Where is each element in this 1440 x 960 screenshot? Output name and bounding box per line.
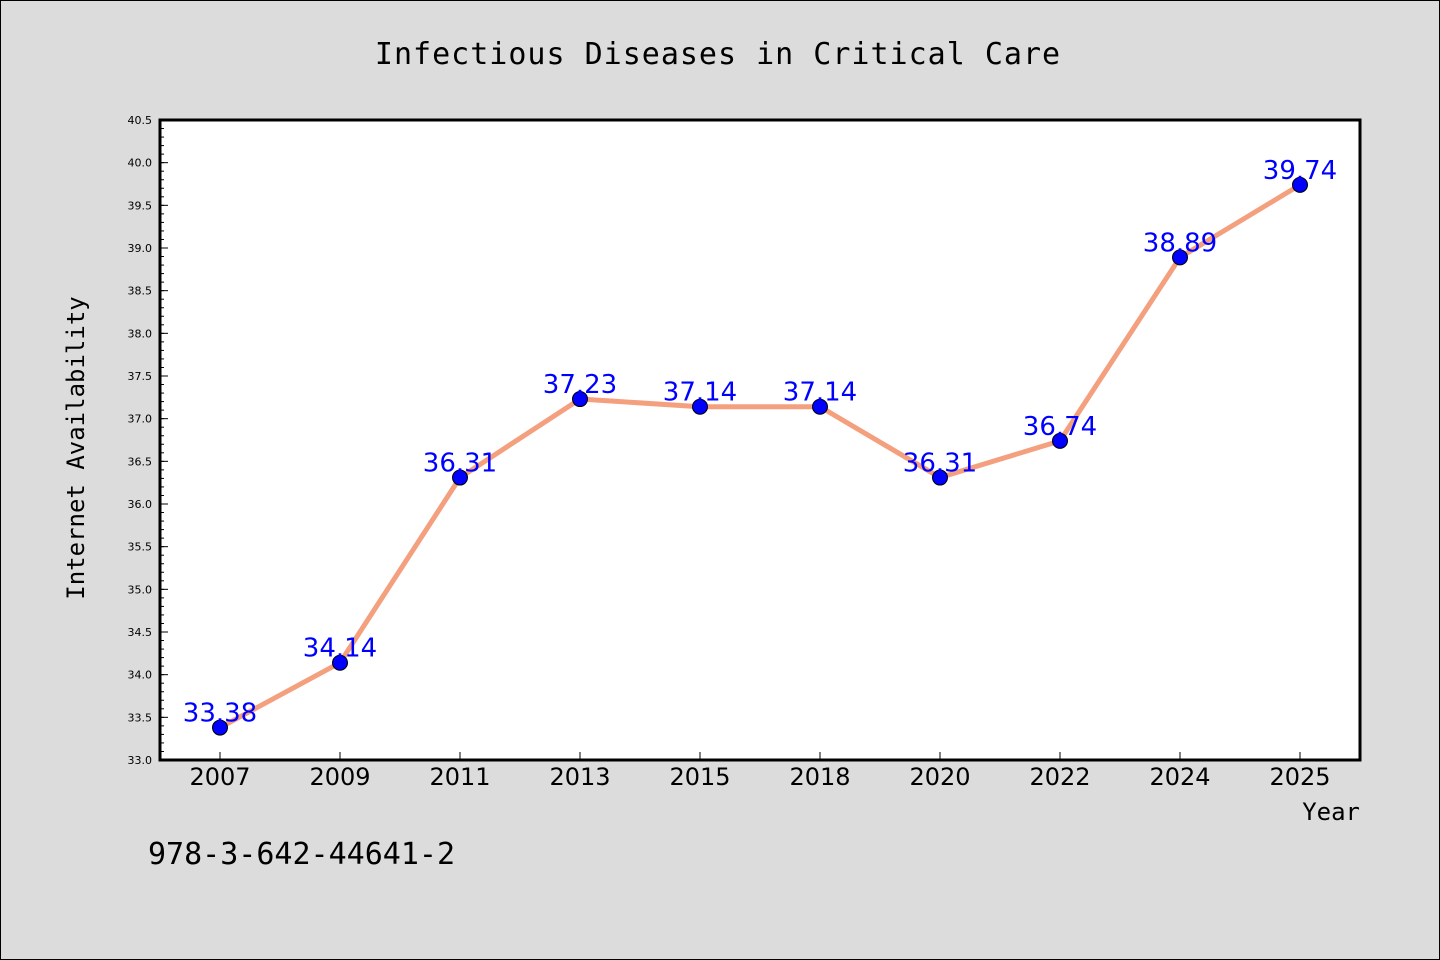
y-tick-label: 39.5 — [128, 199, 153, 212]
y-tick-label: 39.0 — [128, 242, 153, 255]
x-tick-label: 2015 — [669, 763, 730, 791]
y-tick-label: 38.5 — [128, 285, 153, 298]
y-tick-label: 37.5 — [128, 370, 153, 383]
y-tick-label: 35.5 — [128, 541, 153, 554]
y-tick-label: 36.5 — [128, 455, 153, 468]
y-axis: 33.0 33.5 34.0 34.5 35.0 35.5 36.0 36.5 37.0 37.5… — [128, 114, 168, 767]
data-label: 34.14 — [303, 634, 377, 664]
data-point — [1172, 249, 1188, 266]
y-tick-label: 40.5 — [128, 114, 153, 127]
data-label: 36.74 — [1023, 412, 1097, 442]
y-tick-label: 34.5 — [128, 626, 153, 639]
y-tick-label: 36.0 — [128, 498, 153, 511]
x-tick-label: 2013 — [549, 763, 610, 791]
x-tick-label: 2020 — [909, 763, 970, 791]
plot-area — [160, 120, 1360, 760]
x-tick-label: 2025 — [1269, 763, 1330, 791]
data-label: 37.14 — [663, 378, 737, 408]
chart-title: Infectious Diseases in Critical Care — [375, 37, 1061, 72]
data-labels: 33.38 34.14 36.31 37.23 37.14 37.14 36.31 36.74… — [183, 156, 1337, 729]
data-point — [1292, 176, 1308, 193]
data-point — [812, 398, 828, 415]
y-tick-label: 34.0 — [128, 669, 153, 682]
x-tick-label: 2011 — [429, 763, 490, 791]
data-point — [692, 398, 708, 415]
y-tick-label: 38.0 — [128, 327, 153, 340]
data-point — [332, 654, 348, 671]
x-tick-label: 2007 — [189, 763, 250, 791]
x-tick-label: 2018 — [789, 763, 850, 791]
y-axis-label: Internet Availability — [62, 296, 90, 599]
data-point — [452, 469, 468, 486]
data-label: 38.89 — [1143, 228, 1217, 258]
x-axis-label: Year — [1302, 798, 1360, 826]
y-tick-label: 33.5 — [128, 711, 153, 724]
data-label: 33.38 — [183, 699, 257, 729]
data-label: 36.31 — [423, 449, 497, 479]
y-tick-label: 33.0 — [128, 754, 153, 767]
series-line — [217, 182, 1303, 731]
x-tick-label: 2009 — [309, 763, 370, 791]
y-tick-label: 35.0 — [128, 583, 153, 596]
data-label: 39.74 — [1263, 156, 1337, 186]
plot-border — [158, 118, 1362, 762]
data-point — [572, 391, 588, 408]
series-line-group — [212, 176, 1308, 736]
data-point — [1052, 432, 1068, 449]
data-label: 37.14 — [783, 378, 857, 408]
footer-isbn: 978-3-642-44641-2 — [148, 837, 455, 872]
data-label: 36.31 — [903, 449, 977, 479]
x-tick-label: 2022 — [1029, 763, 1090, 791]
data-point — [212, 719, 228, 736]
x-tick-label: 2024 — [1149, 763, 1210, 791]
y-tick-label: 37.0 — [128, 413, 153, 426]
data-point — [932, 469, 948, 486]
y-tick-label: 40.0 — [128, 157, 153, 170]
x-axis: 2007 2009 2011 2013 2015 2018 2020 2022 2024 2025 — [189, 752, 1331, 791]
data-label: 37.23 — [543, 370, 617, 400]
